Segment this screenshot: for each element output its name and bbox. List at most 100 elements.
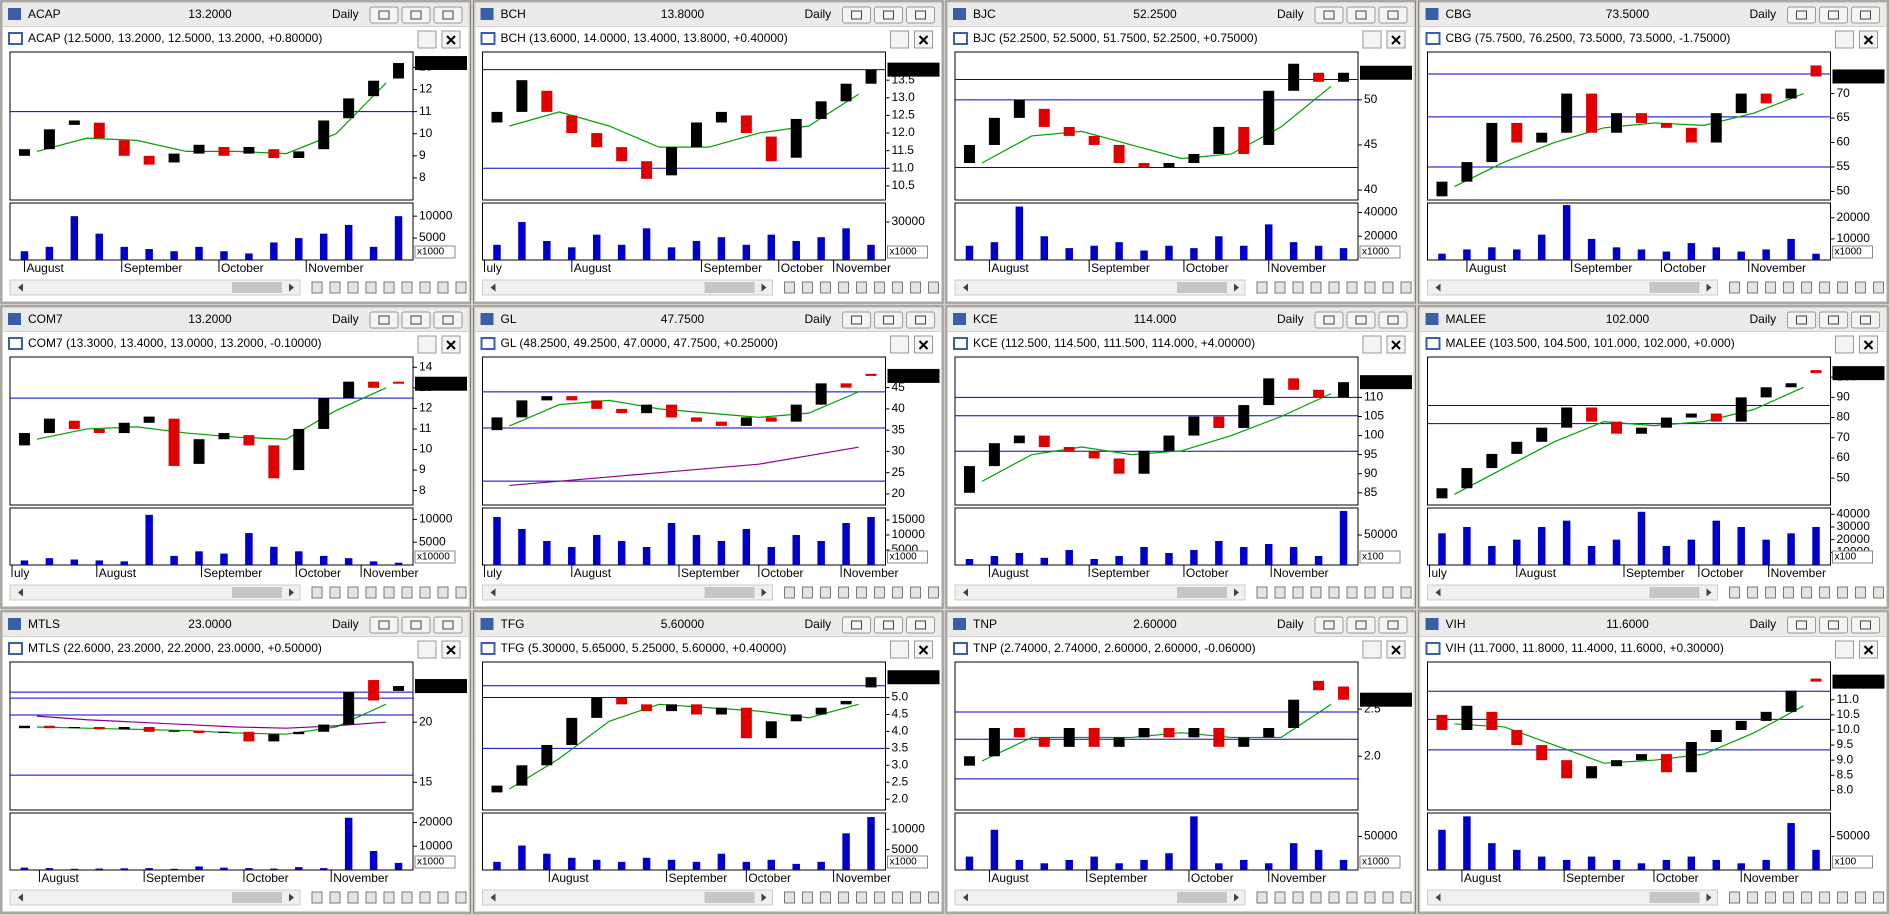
scrollbar[interactable] (954, 889, 1246, 906)
toolbar-button[interactable] (892, 586, 903, 599)
scrollbar[interactable] (482, 279, 773, 296)
toolbar-button[interactable] (910, 891, 921, 904)
maximize-button[interactable] (1819, 6, 1848, 24)
minimize-button[interactable] (1314, 616, 1344, 634)
toolbar-button[interactable] (1346, 586, 1358, 599)
toolbar-button[interactable] (1837, 586, 1848, 599)
toolbar-button[interactable] (928, 586, 939, 599)
minimize-button[interactable] (369, 311, 399, 329)
toolbar-button[interactable] (892, 281, 903, 294)
toolbar-button[interactable] (347, 891, 359, 904)
minimize-button[interactable] (1314, 6, 1344, 24)
scrollbar[interactable] (9, 279, 301, 296)
toolbar-button[interactable] (874, 891, 885, 904)
toolbar-button[interactable] (838, 891, 849, 904)
maximize-button[interactable] (401, 311, 431, 329)
restore-button[interactable] (1835, 640, 1854, 659)
toolbar-button[interactable] (874, 586, 885, 599)
toolbar-button[interactable] (347, 281, 359, 294)
minimize-button[interactable] (1787, 311, 1816, 329)
scroll-thumb[interactable] (1177, 587, 1227, 598)
toolbar-button[interactable] (820, 891, 831, 904)
scrollbar[interactable] (482, 584, 773, 601)
toolbar-button[interactable] (1346, 281, 1358, 294)
toolbar-button[interactable] (1364, 586, 1376, 599)
toolbar-button[interactable] (437, 586, 449, 599)
restore-button[interactable] (890, 335, 909, 354)
toolbar-button[interactable] (1747, 281, 1758, 294)
scroll-thumb[interactable] (704, 282, 755, 293)
toolbar-button[interactable] (1765, 281, 1776, 294)
minimize-button[interactable] (842, 6, 871, 24)
restore-button[interactable] (1362, 335, 1382, 354)
maximize-button[interactable] (874, 6, 903, 24)
scroll-thumb[interactable] (704, 587, 755, 598)
maximize-button[interactable] (874, 311, 903, 329)
toolbar-button[interactable] (874, 281, 885, 294)
toolbar-button[interactable] (1873, 891, 1884, 904)
minimize-button[interactable] (842, 311, 871, 329)
toolbar-button[interactable] (383, 586, 395, 599)
maximize-button[interactable] (874, 616, 903, 634)
toolbar-button[interactable] (1729, 281, 1740, 294)
toolbar-button[interactable] (419, 281, 431, 294)
scrollbar[interactable] (9, 889, 301, 906)
toolbar-button[interactable] (1328, 281, 1340, 294)
toolbar-button[interactable] (1292, 281, 1304, 294)
toolbar-button[interactable] (1729, 891, 1740, 904)
toolbar-button[interactable] (892, 891, 903, 904)
restore-button[interactable] (417, 640, 437, 659)
restore-button[interactable] (1362, 640, 1382, 659)
toolbar-button[interactable] (802, 586, 813, 599)
toolbar-button[interactable] (1274, 891, 1286, 904)
toolbar-button[interactable] (1364, 891, 1376, 904)
minimize-button[interactable] (1314, 311, 1344, 329)
toolbar-button[interactable] (437, 281, 449, 294)
toolbar-button[interactable] (1873, 281, 1884, 294)
toolbar-button[interactable] (329, 281, 341, 294)
restore-button[interactable] (890, 640, 909, 659)
toolbar-button[interactable] (784, 586, 795, 599)
toolbar-button[interactable] (1274, 281, 1286, 294)
minimize-button[interactable] (1787, 616, 1816, 634)
maximize-button[interactable] (1346, 311, 1376, 329)
scrollbar[interactable] (1427, 279, 1718, 296)
toolbar-button[interactable] (838, 586, 849, 599)
scroll-thumb[interactable] (232, 587, 282, 598)
scroll-thumb[interactable] (232, 892, 282, 903)
toolbar-button[interactable] (365, 586, 377, 599)
scrollbar[interactable] (1427, 889, 1718, 906)
toolbar-button[interactable] (455, 281, 467, 294)
toolbar-button[interactable] (856, 281, 867, 294)
toolbar-button[interactable] (1346, 891, 1358, 904)
toolbar-button[interactable] (802, 281, 813, 294)
toolbar-button[interactable] (1747, 586, 1758, 599)
toolbar-button[interactable] (1855, 586, 1866, 599)
toolbar-button[interactable] (1382, 891, 1394, 904)
toolbar-button[interactable] (820, 281, 831, 294)
toolbar-button[interactable] (365, 281, 377, 294)
toolbar-button[interactable] (1400, 586, 1412, 599)
minimize-button[interactable] (842, 616, 871, 634)
toolbar-button[interactable] (419, 891, 431, 904)
close-button[interactable] (433, 6, 463, 24)
toolbar-button[interactable] (1292, 586, 1304, 599)
toolbar-button[interactable] (910, 281, 921, 294)
toolbar-button[interactable] (1310, 281, 1322, 294)
restore-button[interactable] (1835, 30, 1854, 49)
toolbar-button[interactable] (856, 891, 867, 904)
toolbar-button[interactable] (1328, 891, 1340, 904)
toolbar-button[interactable] (1765, 891, 1776, 904)
toolbar-button[interactable] (311, 586, 323, 599)
scrollbar[interactable] (954, 279, 1246, 296)
toolbar-button[interactable] (455, 586, 467, 599)
close-button[interactable] (906, 616, 935, 634)
toolbar-button[interactable] (1400, 891, 1412, 904)
toolbar-button[interactable] (1310, 586, 1322, 599)
toolbar-button[interactable] (401, 281, 413, 294)
toolbar-button[interactable] (802, 891, 813, 904)
toolbar-button[interactable] (455, 891, 467, 904)
scrollbar[interactable] (1427, 584, 1718, 601)
scroll-thumb[interactable] (1177, 282, 1227, 293)
toolbar-button[interactable] (1729, 586, 1740, 599)
